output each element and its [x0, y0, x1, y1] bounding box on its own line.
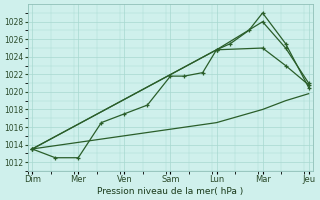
X-axis label: Pression niveau de la mer( hPa ): Pression niveau de la mer( hPa ): [97, 187, 244, 196]
